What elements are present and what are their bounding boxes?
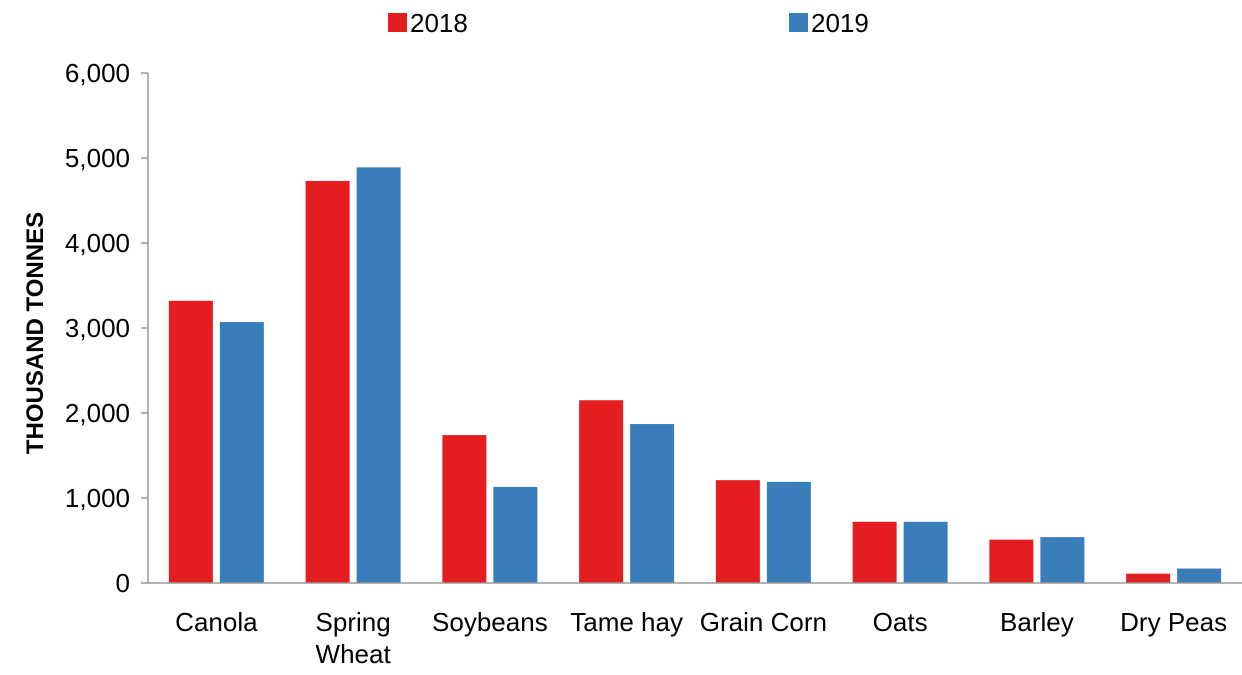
y-axis-title: THOUSAND TONNES [22, 212, 49, 454]
legend-label: 2018 [410, 8, 468, 38]
bar-2019-2 [493, 486, 538, 583]
x-tick-label: Grain Corn [700, 607, 827, 637]
bar-2018-4 [715, 480, 760, 583]
x-tick-label-line: Oats [873, 607, 928, 637]
x-tick-label: Soybeans [432, 607, 548, 637]
bar-2019-1 [356, 167, 401, 583]
x-tick-label: Barley [1000, 607, 1074, 637]
y-tick-label: 1,000 [65, 483, 130, 513]
x-tick-label: Dry Peas [1120, 607, 1227, 637]
bar-2018-3 [579, 400, 624, 583]
bar-2018-7 [1126, 573, 1171, 583]
bar-2018-2 [442, 435, 487, 583]
bars [168, 167, 1222, 583]
bar-2018-6 [989, 539, 1034, 583]
bar-2019-3 [630, 424, 675, 583]
legend: 2018 2019 [388, 8, 869, 38]
y-tick-label: 4,000 [65, 228, 130, 258]
legend-swatch-2019 [789, 13, 808, 32]
bar-2019-0 [219, 322, 264, 583]
bar-2019-6 [1040, 537, 1085, 583]
x-tick-label-line: Soybeans [432, 607, 548, 637]
bar-2019-4 [766, 481, 811, 583]
bar-2019-5 [903, 521, 948, 583]
x-tick-label: Canola [175, 607, 258, 637]
x-tick-label: Oats [873, 607, 928, 637]
x-tick-label-line: Grain Corn [700, 607, 827, 637]
bar-2019-7 [1177, 568, 1222, 583]
y-tick-label: 2,000 [65, 398, 130, 428]
y-tick-label: 3,000 [65, 313, 130, 343]
x-tick-label-line: Spring [316, 607, 391, 637]
x-tick-label: Spring Wheat [316, 607, 392, 669]
y-tick-label: 5,000 [65, 143, 130, 173]
x-axis-labels: Canola Spring Wheat Soybeans Tame hay Grain C… [175, 607, 1227, 669]
bar-2018-5 [852, 521, 897, 583]
bar-2018-1 [305, 180, 350, 583]
x-tick-label-line: Dry Peas [1120, 607, 1227, 637]
y-tick-label: 6,000 [65, 58, 130, 88]
bar-2018-0 [168, 300, 213, 583]
legend-label: 2019 [811, 8, 869, 38]
x-tick-label: Tame hay [570, 607, 683, 637]
legend-swatch-2018 [388, 13, 407, 32]
x-tick-label-line: Tame hay [570, 607, 683, 637]
y-axis-ticks: 0 1,000 2,000 3,000 4,000 5,000 6,000 [65, 58, 148, 598]
x-tick-label-line: Canola [175, 607, 258, 637]
y-tick-label: 0 [116, 568, 130, 598]
x-tick-label-line: Barley [1000, 607, 1074, 637]
x-tick-label-line: Wheat [316, 639, 392, 669]
